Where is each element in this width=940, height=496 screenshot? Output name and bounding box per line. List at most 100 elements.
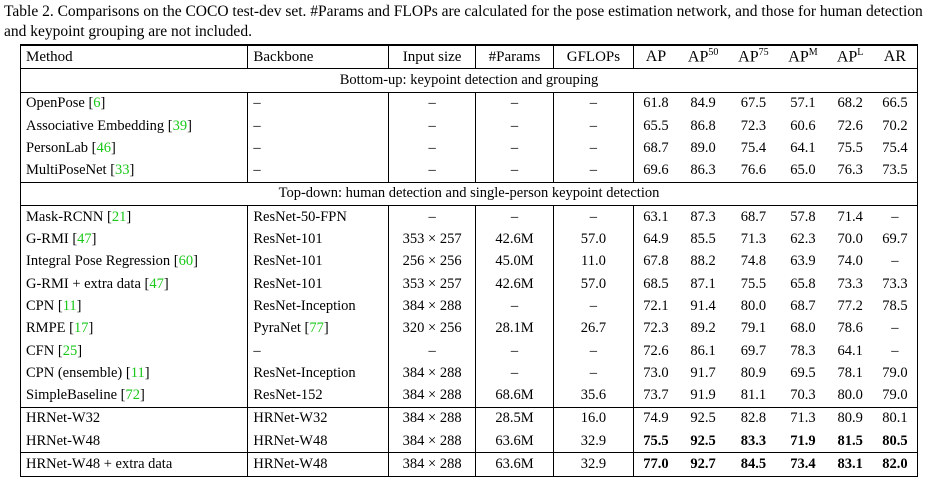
cell-text: 68.7 — [740, 208, 767, 225]
table-cell: 80.9 — [728, 362, 778, 384]
table-cell: 60.6 — [779, 115, 828, 137]
table-cell: 86.8 — [678, 115, 728, 137]
table-cell: – — [388, 114, 477, 138]
superscript: 50 — [708, 47, 719, 59]
table-cell: 66.5 — [872, 91, 918, 115]
cell-text: 81.5 — [837, 432, 863, 449]
table-cell: 91.9 — [678, 384, 728, 407]
table-cell: 78.1 — [827, 362, 872, 384]
data-row: Mask-RCNN [21] ResNet-50-FPN – – –63.1 87.3 68… — [20, 205, 918, 229]
table-cell: PyraNet [77] — [247, 317, 390, 340]
table-cell: – — [388, 339, 477, 363]
cell-text: 63.9 — [790, 253, 816, 270]
cell-text: 81.1 — [740, 387, 767, 404]
cell-text: 70.3 — [790, 387, 816, 404]
cell-text: 69.6 — [643, 162, 669, 179]
table-cell: Mask-RCNN [21] — [20, 205, 249, 229]
cell-text: 75.4 — [740, 139, 767, 156]
cell-text: G-RMI — [26, 231, 69, 248]
table-cell: HRNet-W48 — [247, 430, 390, 453]
cell-text: 72.3 — [740, 117, 767, 134]
table-cell: ResNet-101 — [247, 250, 390, 273]
table-cell: 72.3 — [728, 115, 778, 137]
cell-text: 80.9 — [837, 410, 863, 427]
table-cell: HRNet-W48 + extra data — [20, 452, 249, 477]
table-cell: 67.5 — [728, 91, 779, 115]
table-cell: 72.6 — [827, 115, 872, 137]
cell-text: 256 × 256 — [402, 253, 462, 270]
cell-text: 69.5 — [790, 364, 816, 381]
citation: [46] — [91, 139, 116, 156]
citation: [39] — [167, 117, 192, 134]
header-cell: GFLOPs — [553, 45, 634, 70]
data-row: MultiPoseNet [33] – – – –69.6 86.3 76.6 65.0 76.… — [20, 159, 918, 183]
cell-text: 82.8 — [740, 410, 767, 427]
cell-text: HRNet-W48 — [26, 432, 101, 449]
cell-text: 26.7 — [580, 320, 607, 337]
data-row: PersonLab [46] – – – –68.7 89.0 75.4 64.1 75.5 75… — [20, 137, 918, 160]
superscript: L — [857, 47, 864, 59]
cell-text: ResNet-Inception — [253, 364, 356, 381]
table-cell: 81.1 — [728, 384, 778, 407]
section-title-text: Top-down: human detection and single-per… — [278, 185, 660, 202]
table-cell: ResNet-101 — [247, 272, 390, 296]
table-cell: 63.1 — [633, 205, 678, 229]
cell-text: 68.0 — [790, 320, 816, 337]
cell-text: – — [428, 139, 436, 156]
data-row: RMPE [17] PyraNet [77] 320 × 256 28.1M 26.7 7… — [20, 317, 918, 340]
cell-text: 86.3 — [690, 162, 716, 179]
table-cell: – — [553, 159, 634, 183]
table-cell: 64.1 — [779, 137, 828, 159]
cell-text: – — [510, 208, 519, 225]
cell-text: RMPE — [26, 320, 66, 337]
cell-text: 80.1 — [882, 410, 908, 427]
cell-text: 384 × 288 — [402, 387, 462, 404]
table-cell: 73.3 — [873, 273, 918, 295]
cell-text: 84.5 — [740, 455, 767, 472]
citation: [72] — [120, 387, 145, 404]
table-cell: SimpleBaseline [72] — [20, 384, 249, 408]
cell-text: 79.0 — [882, 364, 908, 381]
table-cell: – — [475, 137, 554, 160]
table-cell: ResNet-Inception — [247, 295, 390, 318]
cell-text: – — [510, 117, 519, 134]
table-cell: – — [388, 91, 477, 115]
section-row: Top-down: human detection and single-per… — [20, 181, 918, 206]
table-cell: 82.0 — [872, 452, 918, 477]
cell-text: 62.3 — [790, 231, 816, 248]
cell-text: 70.2 — [882, 117, 908, 134]
cell-text: 91.4 — [690, 297, 716, 314]
cell-text: – — [253, 117, 261, 134]
cell-text: 92.7 — [690, 455, 716, 472]
table-cell: 64.9 — [633, 228, 678, 250]
cell-text: 79.1 — [740, 320, 767, 337]
table-cell: G-RMI [47] — [20, 228, 249, 251]
cell-text: Method — [26, 48, 73, 65]
table-cell: – — [475, 205, 554, 229]
table-cell: OpenPose [6] — [20, 91, 249, 115]
citation: [47] — [72, 231, 97, 248]
table-cell: 384 × 288 — [388, 452, 477, 477]
table-cell: – — [247, 114, 390, 138]
cell-text: 68.7 — [643, 139, 669, 156]
citation: [60] — [173, 253, 198, 270]
cell-text: 86.1 — [690, 342, 716, 359]
table-cell: 77.2 — [827, 295, 872, 317]
cell-text: 65.8 — [790, 275, 816, 292]
table-cell: 92.5 — [677, 406, 729, 431]
header-cell: AR — [872, 45, 918, 70]
table-cell: 78.6 — [827, 318, 872, 340]
data-row: G-RMI [47] ResNet-101 353 × 257 42.6M 57.0 64… — [20, 228, 918, 251]
cell-text: ResNet-101 — [253, 275, 323, 292]
citation: [11] — [125, 364, 150, 381]
table-cell: 57.0 — [553, 228, 634, 251]
cell-text: 42.6M — [495, 275, 534, 292]
cell-text: 78.5 — [882, 297, 908, 314]
table-cell: 88.2 — [678, 251, 728, 273]
table-cell: 87.1 — [678, 273, 728, 295]
table-cell: 73.7 — [633, 384, 678, 407]
cell-text: HRNet-W32 — [26, 410, 101, 427]
table-cell: – — [475, 295, 554, 318]
cell-text: – — [589, 162, 598, 179]
cell-text: 384 × 288 — [402, 432, 462, 449]
